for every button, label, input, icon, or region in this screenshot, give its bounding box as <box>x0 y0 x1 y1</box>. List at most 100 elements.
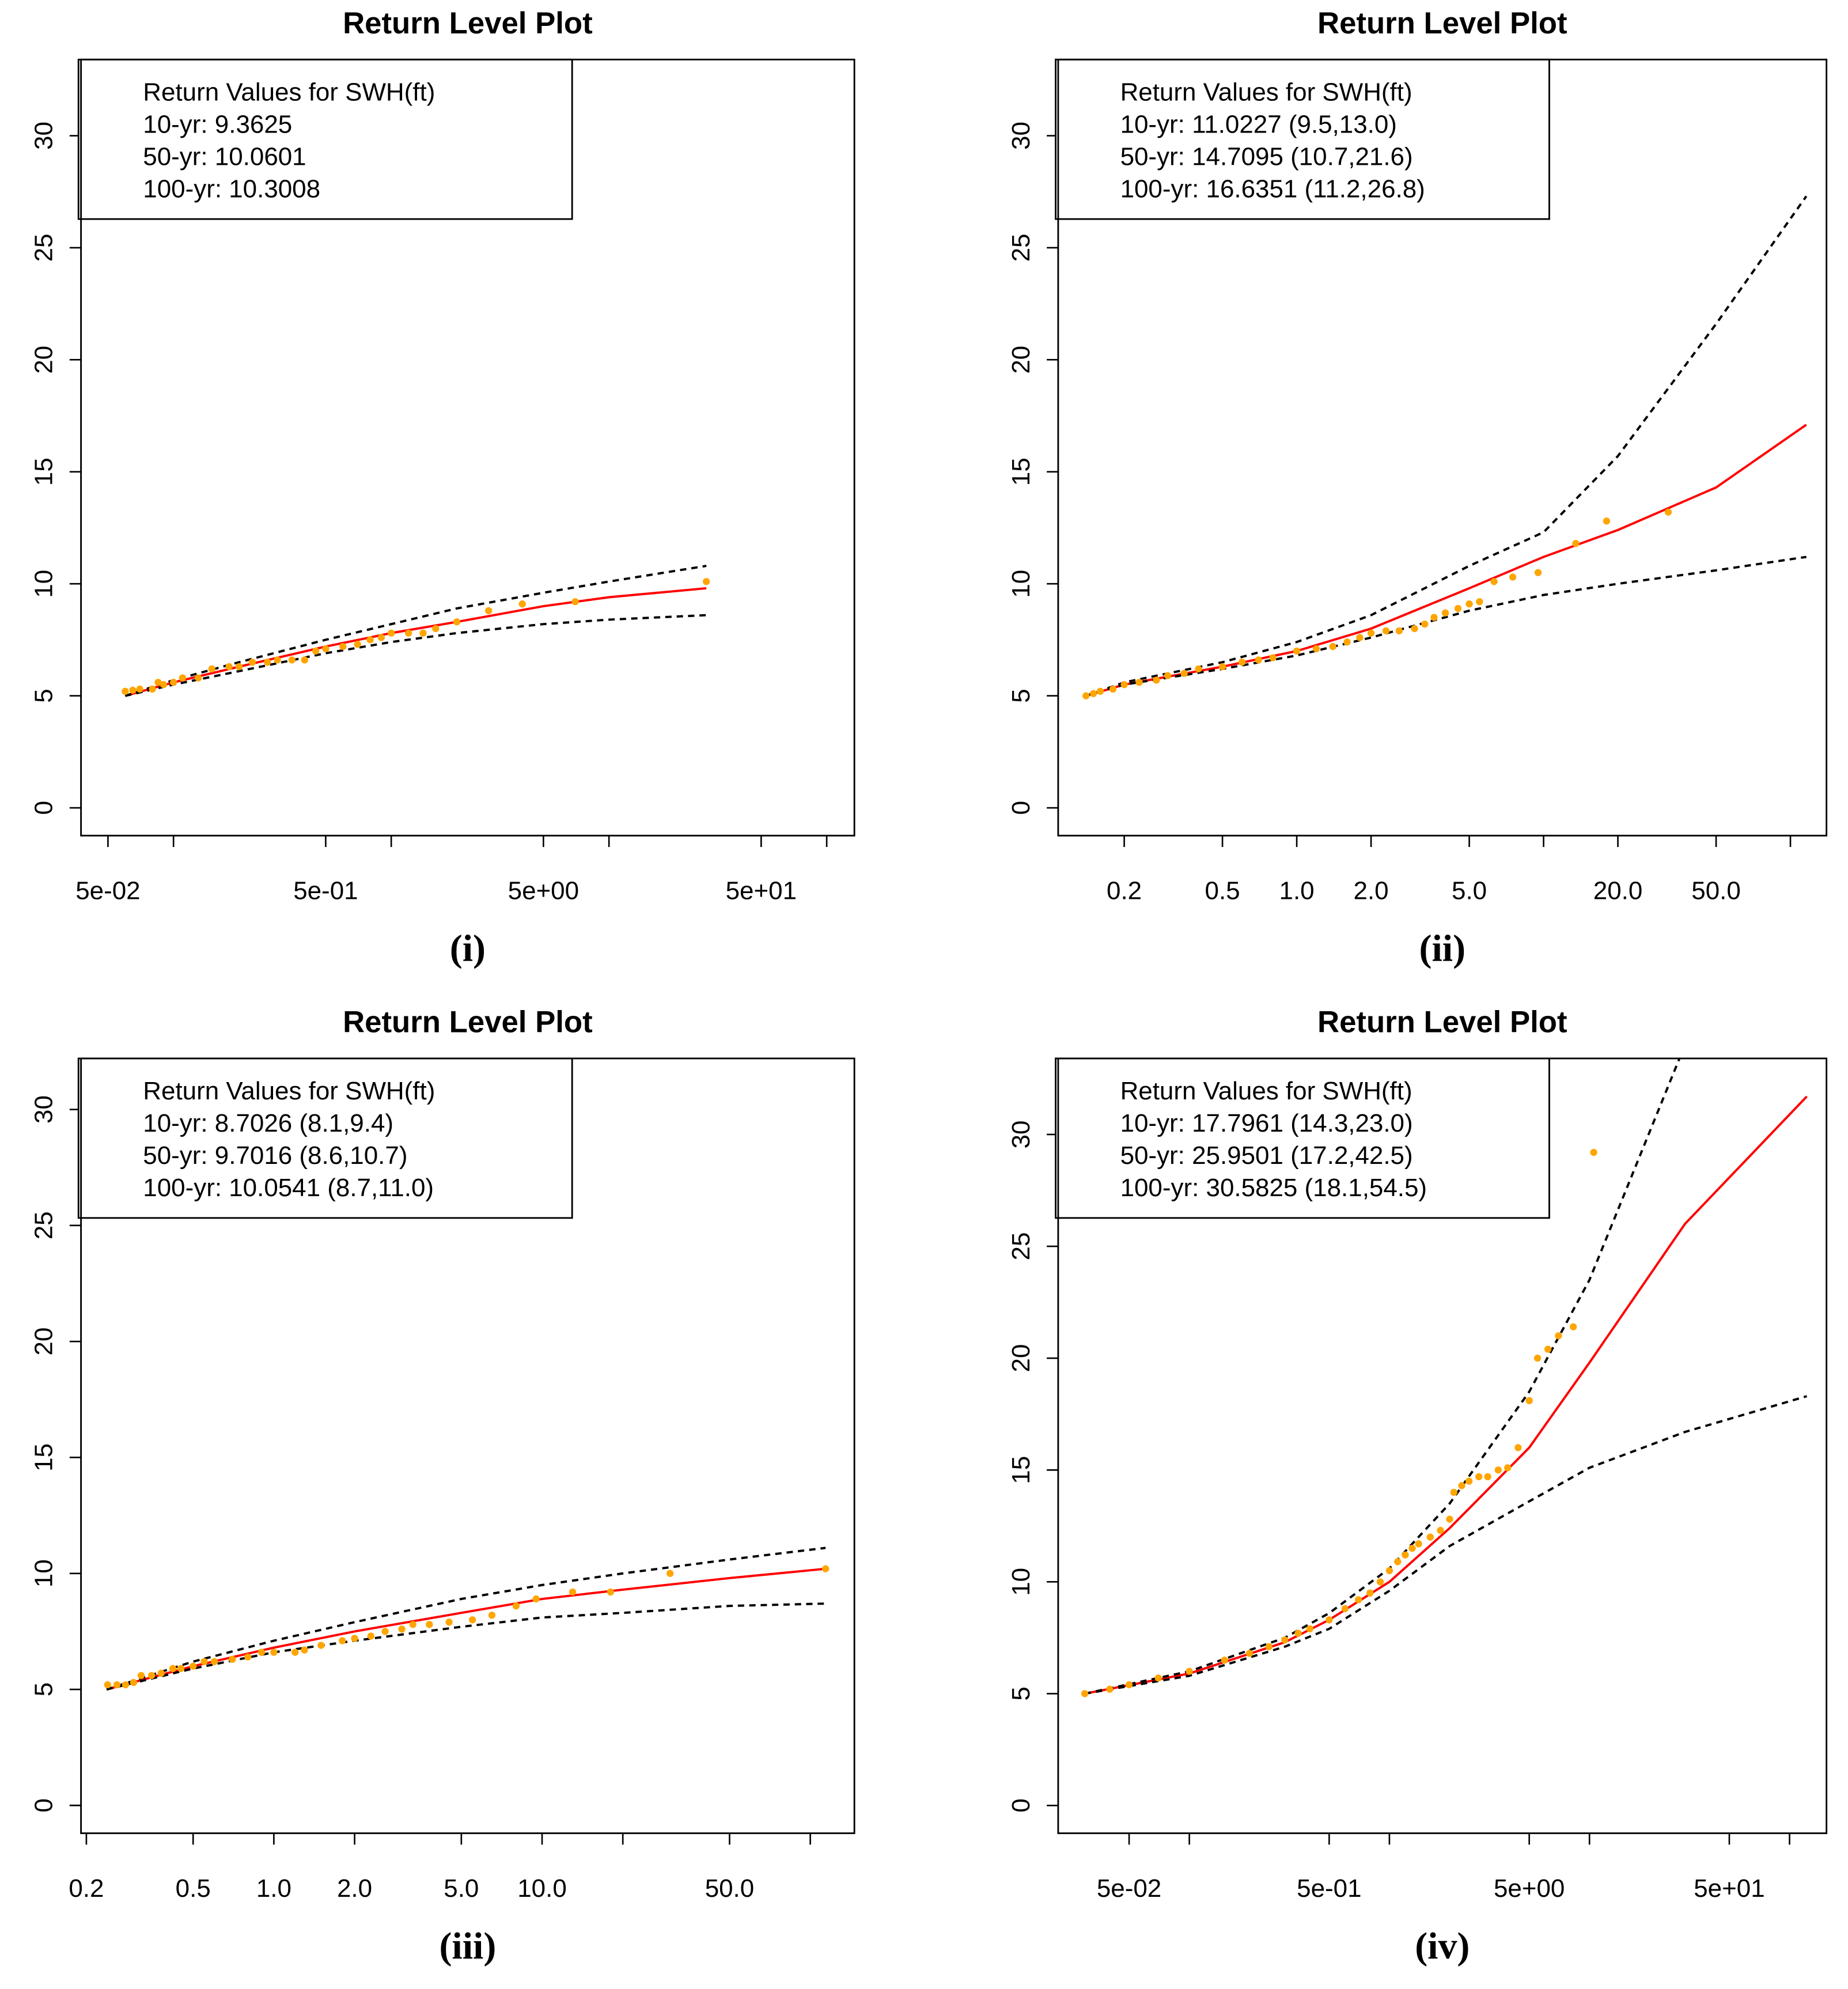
data-point <box>569 1588 577 1596</box>
data-point <box>190 1662 197 1670</box>
data-point <box>1494 1466 1502 1474</box>
data-point <box>157 1669 165 1677</box>
caption: (ii) <box>1419 928 1466 970</box>
data-point <box>257 1648 266 1656</box>
legend-box <box>1055 1057 1550 1219</box>
y-tick-label: 20 <box>30 346 58 374</box>
data-point <box>607 1588 615 1596</box>
data-point <box>366 636 374 644</box>
data-point <box>264 659 271 666</box>
legend-box <box>77 1057 573 1219</box>
y-tick-label: 5 <box>1007 689 1035 702</box>
caption: (i) <box>450 928 486 970</box>
x-tick-label: 50.0 <box>1691 877 1741 905</box>
data-point <box>1089 690 1097 697</box>
confidence-line <box>106 1546 826 1691</box>
data-point <box>1504 1464 1512 1472</box>
chart-title: Return Level Plot <box>343 1005 593 1039</box>
y-tick-label: 30 <box>30 122 58 150</box>
x-tick-label: 5e+00 <box>508 877 579 905</box>
panel: Return Level Plot (ii) 0 5 10 15 20 25 30 0.2 0.5 1… <box>1007 6 1828 970</box>
data-point <box>1367 629 1375 637</box>
data-point <box>1572 540 1580 547</box>
data-point <box>381 1628 389 1635</box>
legend-text: 10-yr: 17.7961 (14.3,23.0) <box>1120 1109 1413 1137</box>
data-point <box>104 1681 111 1689</box>
data-point <box>1402 1551 1409 1559</box>
data-point <box>137 1672 145 1680</box>
data-point <box>1533 1354 1542 1362</box>
legend-box <box>77 58 573 220</box>
data-point <box>1441 609 1449 617</box>
data-point <box>177 1665 185 1672</box>
data-point <box>1465 1477 1473 1485</box>
data-point <box>1164 672 1172 679</box>
data-point <box>1544 1345 1552 1353</box>
y-tick-label: 15 <box>30 457 58 486</box>
legend-text: 10-yr: 11.0227 (9.5,13.0) <box>1120 110 1397 138</box>
caption: (iii) <box>439 1925 496 1967</box>
fit-line <box>1085 423 1807 697</box>
fit-line <box>124 587 707 697</box>
y-tick-label: 10 <box>30 570 58 598</box>
data-point <box>1408 1544 1416 1552</box>
y-tick-label: 30 <box>1007 122 1035 150</box>
plot-frame <box>1057 1057 1828 1835</box>
data-point <box>136 685 143 693</box>
data-point <box>1395 627 1403 635</box>
data-point <box>274 656 281 664</box>
data-point <box>1475 1473 1483 1481</box>
plot-frame <box>80 1057 855 1835</box>
data-point <box>426 1621 433 1628</box>
data-point <box>208 665 215 673</box>
data-point <box>1490 578 1498 585</box>
data-point <box>1458 1482 1465 1489</box>
data-point <box>291 1648 299 1656</box>
panel: Return Level Plot (iv) 0 5 10 15 20 25 30 5e-02 5e… <box>1007 1005 1828 1967</box>
data-point <box>1329 642 1336 651</box>
data-point <box>235 663 243 671</box>
y-tick-label: 10 <box>1007 570 1035 598</box>
data-point <box>1294 1629 1302 1637</box>
y-tick-label: 25 <box>1007 1232 1035 1261</box>
data-point <box>1366 1589 1374 1597</box>
confidence-line <box>1084 1395 1808 1695</box>
y-tick-label: 20 <box>1007 346 1035 374</box>
data-point <box>1341 1605 1349 1613</box>
x-tick-label: 5.0 <box>444 1874 479 1903</box>
data-point <box>1120 681 1128 689</box>
data-point <box>1106 1685 1114 1693</box>
x-tick-label: 20.0 <box>1593 877 1643 905</box>
data-point <box>1569 1323 1577 1330</box>
data-point <box>1306 1625 1313 1633</box>
data-point <box>1096 687 1104 695</box>
data-point <box>404 629 412 637</box>
x-tick-label: 1.0 <box>256 1874 291 1903</box>
data-point <box>122 1681 130 1689</box>
y-tick-label: 30 <box>1007 1121 1035 1149</box>
legend-text: 10-yr: 8.7026 (8.1,9.4) <box>143 1109 393 1137</box>
plot-frame <box>80 58 855 837</box>
data-point <box>702 578 710 585</box>
x-tick-label: 1.0 <box>1279 877 1315 905</box>
y-tick-label: 25 <box>30 234 58 262</box>
y-tick-label: 10 <box>1007 1568 1035 1596</box>
y-tick-label: 30 <box>30 1095 58 1124</box>
y-tick-label: 0 <box>30 801 58 815</box>
x-tick-label: 5.0 <box>1452 877 1487 905</box>
panel: Return Level Plot (i) 0 5 10 15 20 25 30 5e-02 5e-… <box>30 6 855 970</box>
x-tick-label: 0.5 <box>1205 877 1240 905</box>
x-tick-label: 0.2 <box>69 1874 104 1903</box>
data-point <box>195 674 202 682</box>
x-tick-label: 2.0 <box>1354 877 1389 905</box>
y-tick-label: 5 <box>30 1682 58 1696</box>
confidence-line <box>1085 555 1807 697</box>
y-tick-label: 15 <box>30 1443 58 1472</box>
data-point <box>468 1616 476 1624</box>
data-point <box>312 647 320 655</box>
legend-text: 50-yr: 25.9501 (17.2,42.5) <box>1120 1141 1413 1170</box>
chart-title: Return Level Plot <box>343 6 593 40</box>
y-tick-label: 0 <box>1007 1798 1035 1812</box>
data-point <box>1109 685 1117 693</box>
data-point <box>1269 654 1277 661</box>
